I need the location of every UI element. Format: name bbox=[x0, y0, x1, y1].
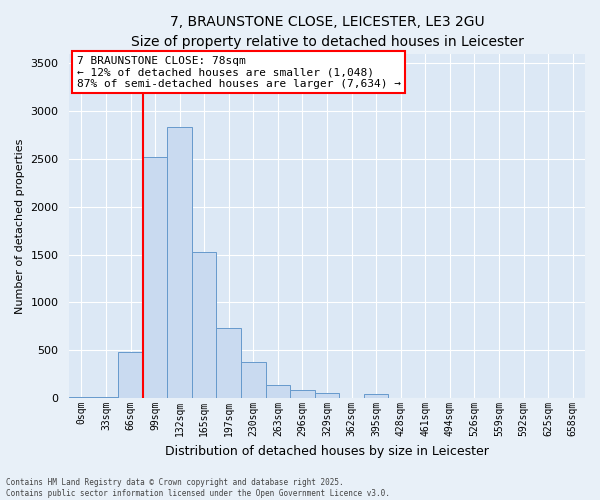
Bar bbox=[143, 157, 167, 398]
Bar bbox=[167, 128, 192, 398]
Bar bbox=[192, 252, 217, 398]
Title: 7, BRAUNSTONE CLOSE, LEICESTER, LE3 2GU
Size of property relative to detached ho: 7, BRAUNSTONE CLOSE, LEICESTER, LE3 2GU … bbox=[131, 15, 523, 48]
Bar bbox=[69, 397, 94, 398]
Bar bbox=[118, 352, 143, 398]
Bar bbox=[364, 394, 388, 398]
Bar bbox=[217, 328, 241, 398]
Bar bbox=[94, 396, 118, 398]
Bar bbox=[266, 384, 290, 398]
X-axis label: Distribution of detached houses by size in Leicester: Distribution of detached houses by size … bbox=[165, 444, 489, 458]
Bar bbox=[290, 390, 315, 398]
Text: Contains HM Land Registry data © Crown copyright and database right 2025.
Contai: Contains HM Land Registry data © Crown c… bbox=[6, 478, 390, 498]
Bar bbox=[241, 362, 266, 398]
Y-axis label: Number of detached properties: Number of detached properties bbox=[15, 138, 25, 314]
Bar bbox=[315, 393, 340, 398]
Text: 7 BRAUNSTONE CLOSE: 78sqm
← 12% of detached houses are smaller (1,048)
87% of se: 7 BRAUNSTONE CLOSE: 78sqm ← 12% of detac… bbox=[77, 56, 401, 89]
